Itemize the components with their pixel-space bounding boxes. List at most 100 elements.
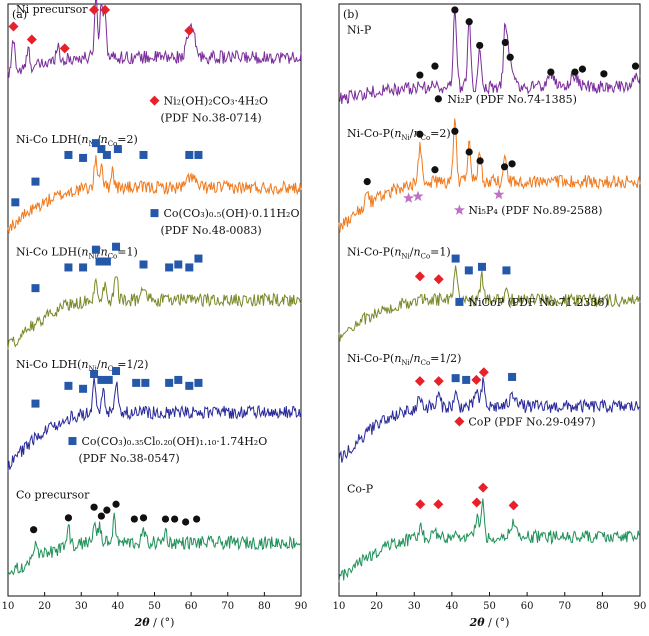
x-tick-label: 60: [185, 601, 198, 612]
x-axis-label: 2θ / (°): [469, 616, 510, 629]
peak-marker-square: [113, 145, 122, 154]
series-trace: [7, 377, 302, 472]
peak-marker-diamond: [508, 500, 519, 511]
series-trace: [7, 512, 302, 576]
peak-marker-circle: [631, 62, 640, 70]
x-tick-label: 40: [446, 601, 459, 612]
peak-marker-square: [185, 150, 194, 159]
peak-marker-diamond: [8, 21, 19, 32]
x-tick-label: 50: [483, 601, 496, 612]
x-tick-label: 90: [634, 601, 647, 612]
peak-marker-circle: [476, 41, 484, 50]
legend-label: CoP (PDF No.29-0497): [468, 416, 595, 429]
peak-marker-diamond: [433, 376, 444, 387]
peak-marker-square: [31, 284, 40, 293]
legend-pdf-label: (PDF No.48-0083): [161, 224, 262, 237]
peak-marker-square: [502, 266, 511, 275]
peak-marker-square: [31, 399, 40, 408]
legend-symbol: [454, 416, 465, 427]
legend-label: Ni₂P (PDF No.74-1385): [447, 93, 577, 106]
peak-marker-circle: [112, 500, 120, 508]
peak-marker-circle: [30, 526, 38, 534]
peak-marker-square: [104, 375, 113, 384]
peak-marker-circle: [90, 503, 98, 511]
x-tick-label: 50: [148, 601, 161, 612]
peak-marker-diamond: [100, 4, 111, 15]
legend-symbol: [455, 297, 464, 306]
peak-marker-circle: [451, 127, 459, 135]
x-axis-label: 2θ / (°): [134, 616, 175, 629]
legend-symbol: [149, 95, 160, 106]
peak-marker-circle: [416, 130, 424, 138]
peak-marker-square: [11, 198, 20, 207]
x-tick-label: 70: [221, 601, 234, 612]
x-tick-label: 30: [408, 601, 421, 612]
panel-label: (b): [343, 8, 359, 21]
panel-label: (a): [12, 8, 27, 21]
peak-marker-circle: [182, 518, 190, 526]
legend-label: Co(CO₃)₀.₃₅Cl₀.₂₀(OH)₁.₁₀·1.74H₂O: [81, 435, 267, 448]
peak-marker-circle: [193, 515, 201, 523]
peak-marker-diamond: [433, 499, 444, 510]
peak-marker-square: [174, 375, 183, 384]
peak-marker-square: [451, 374, 460, 383]
series-trace: [338, 377, 641, 463]
peak-marker-diamond: [471, 374, 482, 385]
peak-marker-square: [95, 257, 104, 266]
x-tick-label: 90: [295, 601, 308, 612]
series-trace: [338, 118, 641, 233]
panel-a: (a) 10 20 30 40 50 60 70 80 90 2θ / (°) Ni precurso…: [2, 0, 308, 629]
peak-marker-diamond: [89, 4, 100, 15]
peak-marker-circle: [501, 38, 509, 47]
series-label: Ni-Co-P(nNi/nCo=2): [347, 127, 451, 142]
legend-symbol: [150, 209, 159, 218]
series-label: Co precursor: [16, 488, 90, 501]
peak-marker-circle: [97, 512, 105, 520]
legend-pdf-label: (PDF No.38-0714): [161, 112, 262, 125]
series-trace: [7, 276, 302, 350]
peak-marker-square: [79, 384, 88, 393]
peak-marker-circle: [103, 506, 111, 514]
series-label: Ni-Co-P(nNi/nCo=1): [347, 246, 451, 261]
peak-marker-diamond: [26, 34, 37, 45]
peak-marker-circle: [571, 68, 579, 76]
x-tick-label: 80: [258, 601, 271, 612]
peak-marker-diamond: [415, 499, 426, 510]
peak-marker-square: [174, 260, 183, 269]
peak-marker-square: [90, 370, 99, 378]
peak-marker-diamond: [433, 274, 444, 285]
peak-marker-square: [451, 254, 460, 263]
peak-marker-circle: [465, 18, 473, 26]
legend-label: Ni₂(OH)₂CO₃·4H₂O: [164, 95, 269, 108]
peak-marker-circle: [508, 160, 516, 168]
peak-marker-square: [462, 375, 471, 384]
peak-marker-diamond: [414, 376, 425, 387]
peak-marker-square: [132, 378, 141, 387]
peak-marker-square: [185, 263, 194, 272]
peak-marker-diamond: [478, 482, 489, 493]
peak-marker-circle: [476, 157, 484, 165]
peak-marker-square: [64, 263, 73, 272]
x-tick-label: 30: [75, 601, 88, 612]
x-tick-label: 80: [596, 601, 609, 612]
peak-marker-diamond: [478, 367, 489, 378]
series-trace: [7, 155, 302, 234]
peak-marker-circle: [600, 70, 608, 78]
peak-marker-circle: [416, 71, 424, 79]
legend-label: Ni₅P₄ (PDF No.89-2588): [468, 204, 602, 217]
peak-marker-circle: [139, 514, 148, 522]
series-label: Co-P: [347, 482, 374, 495]
series-label: Ni-P: [347, 24, 372, 37]
x-tick-label: 60: [521, 601, 534, 612]
series-trace: [338, 7, 641, 104]
legend-label: Co(CO₃)₀.₅(OH)·0.11H₂O: [164, 207, 300, 220]
peak-marker-square: [194, 378, 203, 387]
series-label: Ni-Co-P(nNi/nCo=1/2): [347, 352, 461, 367]
series-trace: [338, 498, 641, 583]
peak-marker-square: [79, 153, 88, 162]
peak-marker-circle: [431, 166, 439, 174]
peak-marker-square: [194, 254, 203, 263]
peak-marker-square: [185, 381, 194, 390]
peak-marker-circle: [171, 515, 179, 523]
